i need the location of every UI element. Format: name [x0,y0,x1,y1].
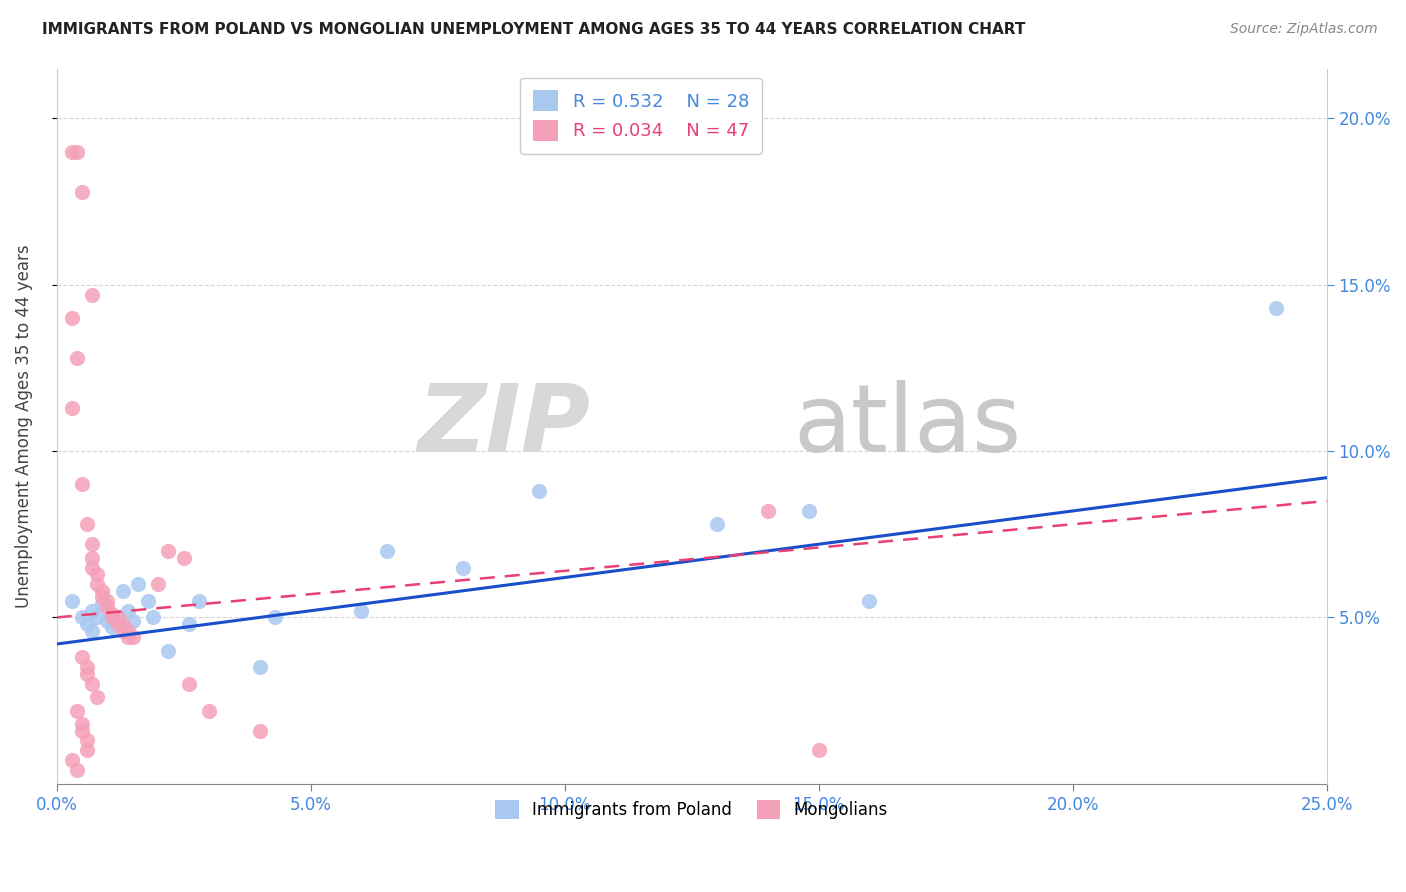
Point [60,594,83,608]
Legend: Immigrants from Poland, Mongolians: Immigrants from Poland, Mongolians [489,793,894,825]
Point [66,704,89,718]
Point [70,650,93,665]
Point [858,594,880,608]
Point [706,517,728,532]
Point [76,517,98,532]
Point [756,504,779,518]
Point [60,311,83,326]
Point [76,743,98,757]
Point [249,660,271,674]
Point [70,477,93,491]
Point [807,743,830,757]
Point [101,620,124,634]
Point [76,660,98,674]
Point [76,733,98,747]
Point [121,631,143,645]
Point [142,610,165,624]
Point [70,185,93,199]
Point [66,351,89,365]
Point [107,610,129,624]
Point [82,560,104,574]
Point [173,550,195,565]
Point [82,604,104,618]
Point [198,704,221,718]
Point [1264,301,1286,315]
Point [797,504,820,518]
Point [70,723,93,738]
Point [187,594,209,608]
Point [177,617,200,632]
Point [91,591,114,605]
Point [264,610,287,624]
Point [148,577,170,591]
Point [101,607,124,621]
Point [60,754,83,768]
Point [60,401,83,415]
Point [375,544,398,558]
Point [127,577,149,591]
Point [121,614,143,628]
Point [96,594,118,608]
Point [82,624,104,638]
Point [529,483,551,498]
Point [249,723,271,738]
Text: IMMIGRANTS FROM POLAND VS MONGOLIAN UNEMPLOYMENT AMONG AGES 35 TO 44 YEARS CORRE: IMMIGRANTS FROM POLAND VS MONGOLIAN UNEM… [42,22,1025,37]
Point [60,145,83,159]
Point [91,597,114,611]
Point [101,610,124,624]
Point [82,287,104,301]
Point [96,614,118,628]
Point [451,560,474,574]
Point [157,643,180,657]
Point [96,600,118,615]
Point [86,610,108,624]
Point [177,677,200,691]
Point [66,764,89,778]
Point [76,667,98,681]
Point [76,617,98,632]
Point [86,690,108,705]
Text: Source: ZipAtlas.com: Source: ZipAtlas.com [1230,22,1378,37]
Point [66,145,89,159]
Point [111,583,134,598]
Point [86,567,108,582]
Text: atlas: atlas [793,380,1022,472]
Point [136,594,159,608]
Point [82,537,104,551]
Point [70,610,93,624]
Point [91,583,114,598]
Text: ZIP: ZIP [418,380,591,472]
Point [117,631,139,645]
Point [82,677,104,691]
Point [117,624,139,638]
Point [86,577,108,591]
Point [350,604,373,618]
Point [111,617,134,632]
Point [82,550,104,565]
Y-axis label: Unemployment Among Ages 35 to 44 years: Unemployment Among Ages 35 to 44 years [15,244,32,608]
Point [157,544,180,558]
Point [117,604,139,618]
Point [70,716,93,731]
Point [107,617,129,632]
Point [111,624,134,638]
